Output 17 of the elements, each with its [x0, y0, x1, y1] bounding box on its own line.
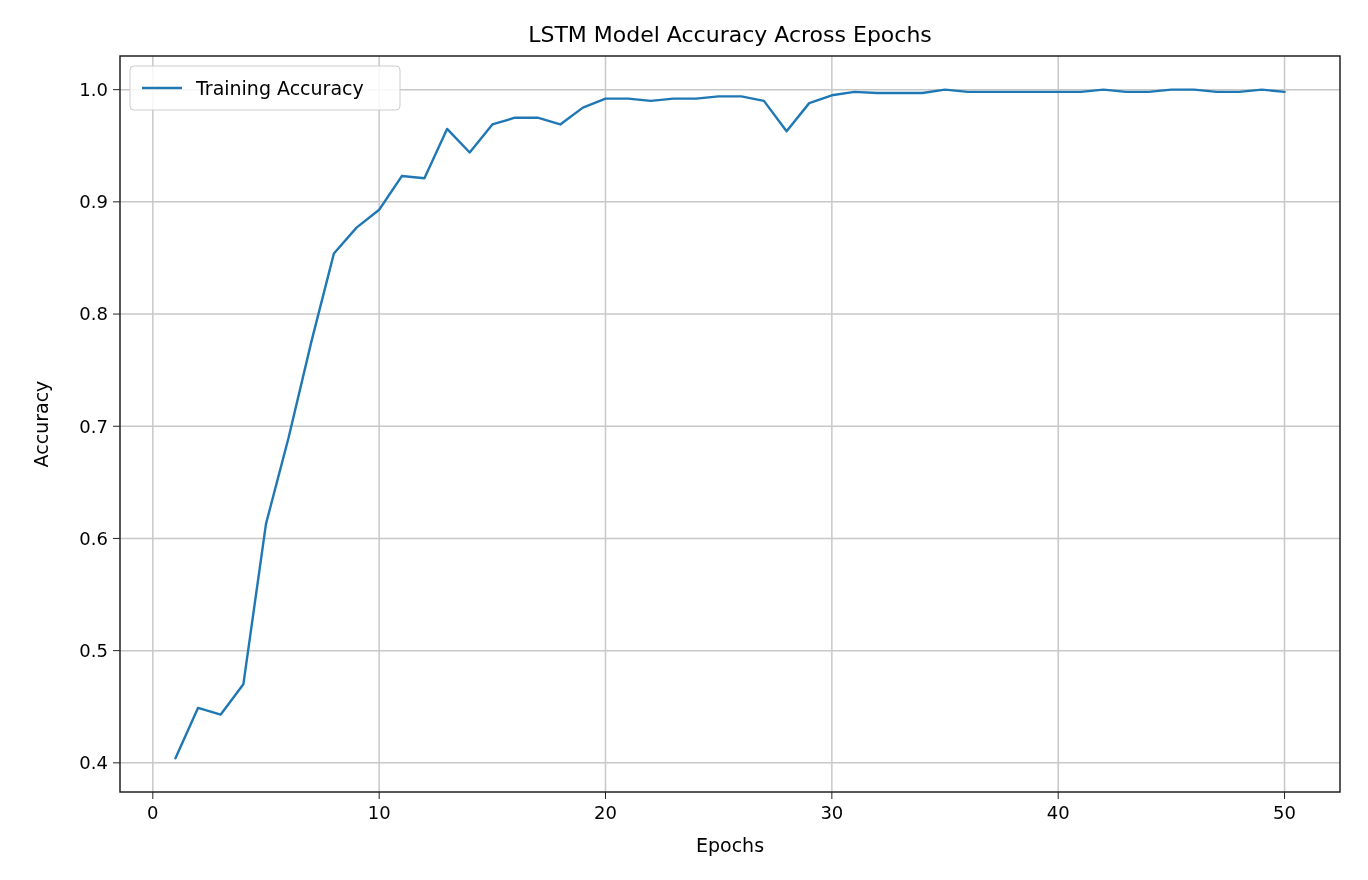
y-tick-label: 0.4 — [79, 752, 108, 774]
x-tick-label: 10 — [367, 802, 391, 823]
x-tick-label: 50 — [1273, 802, 1296, 823]
x-tick-label: 40 — [1046, 802, 1070, 823]
x-tick-label: 0 — [147, 802, 159, 823]
x-tick-label: 20 — [594, 802, 617, 823]
legend-label: Training Accuracy — [195, 76, 364, 99]
y-tick-label: 0.9 — [79, 191, 108, 213]
y-axis-title: Accuracy — [30, 380, 52, 468]
x-axis-title: Epochs — [695, 834, 765, 856]
y-tick-label: 1.0 — [79, 78, 108, 100]
y-tick-label: 0.6 — [79, 527, 108, 549]
x-tick-label: 30 — [820, 802, 844, 823]
chart-title: LSTM Model Accuracy Across Epochs — [528, 22, 932, 47]
y-tick-label: 0.8 — [79, 303, 108, 325]
y-tick-label: 0.7 — [79, 415, 108, 437]
y-tick-label: 0.5 — [79, 639, 108, 661]
